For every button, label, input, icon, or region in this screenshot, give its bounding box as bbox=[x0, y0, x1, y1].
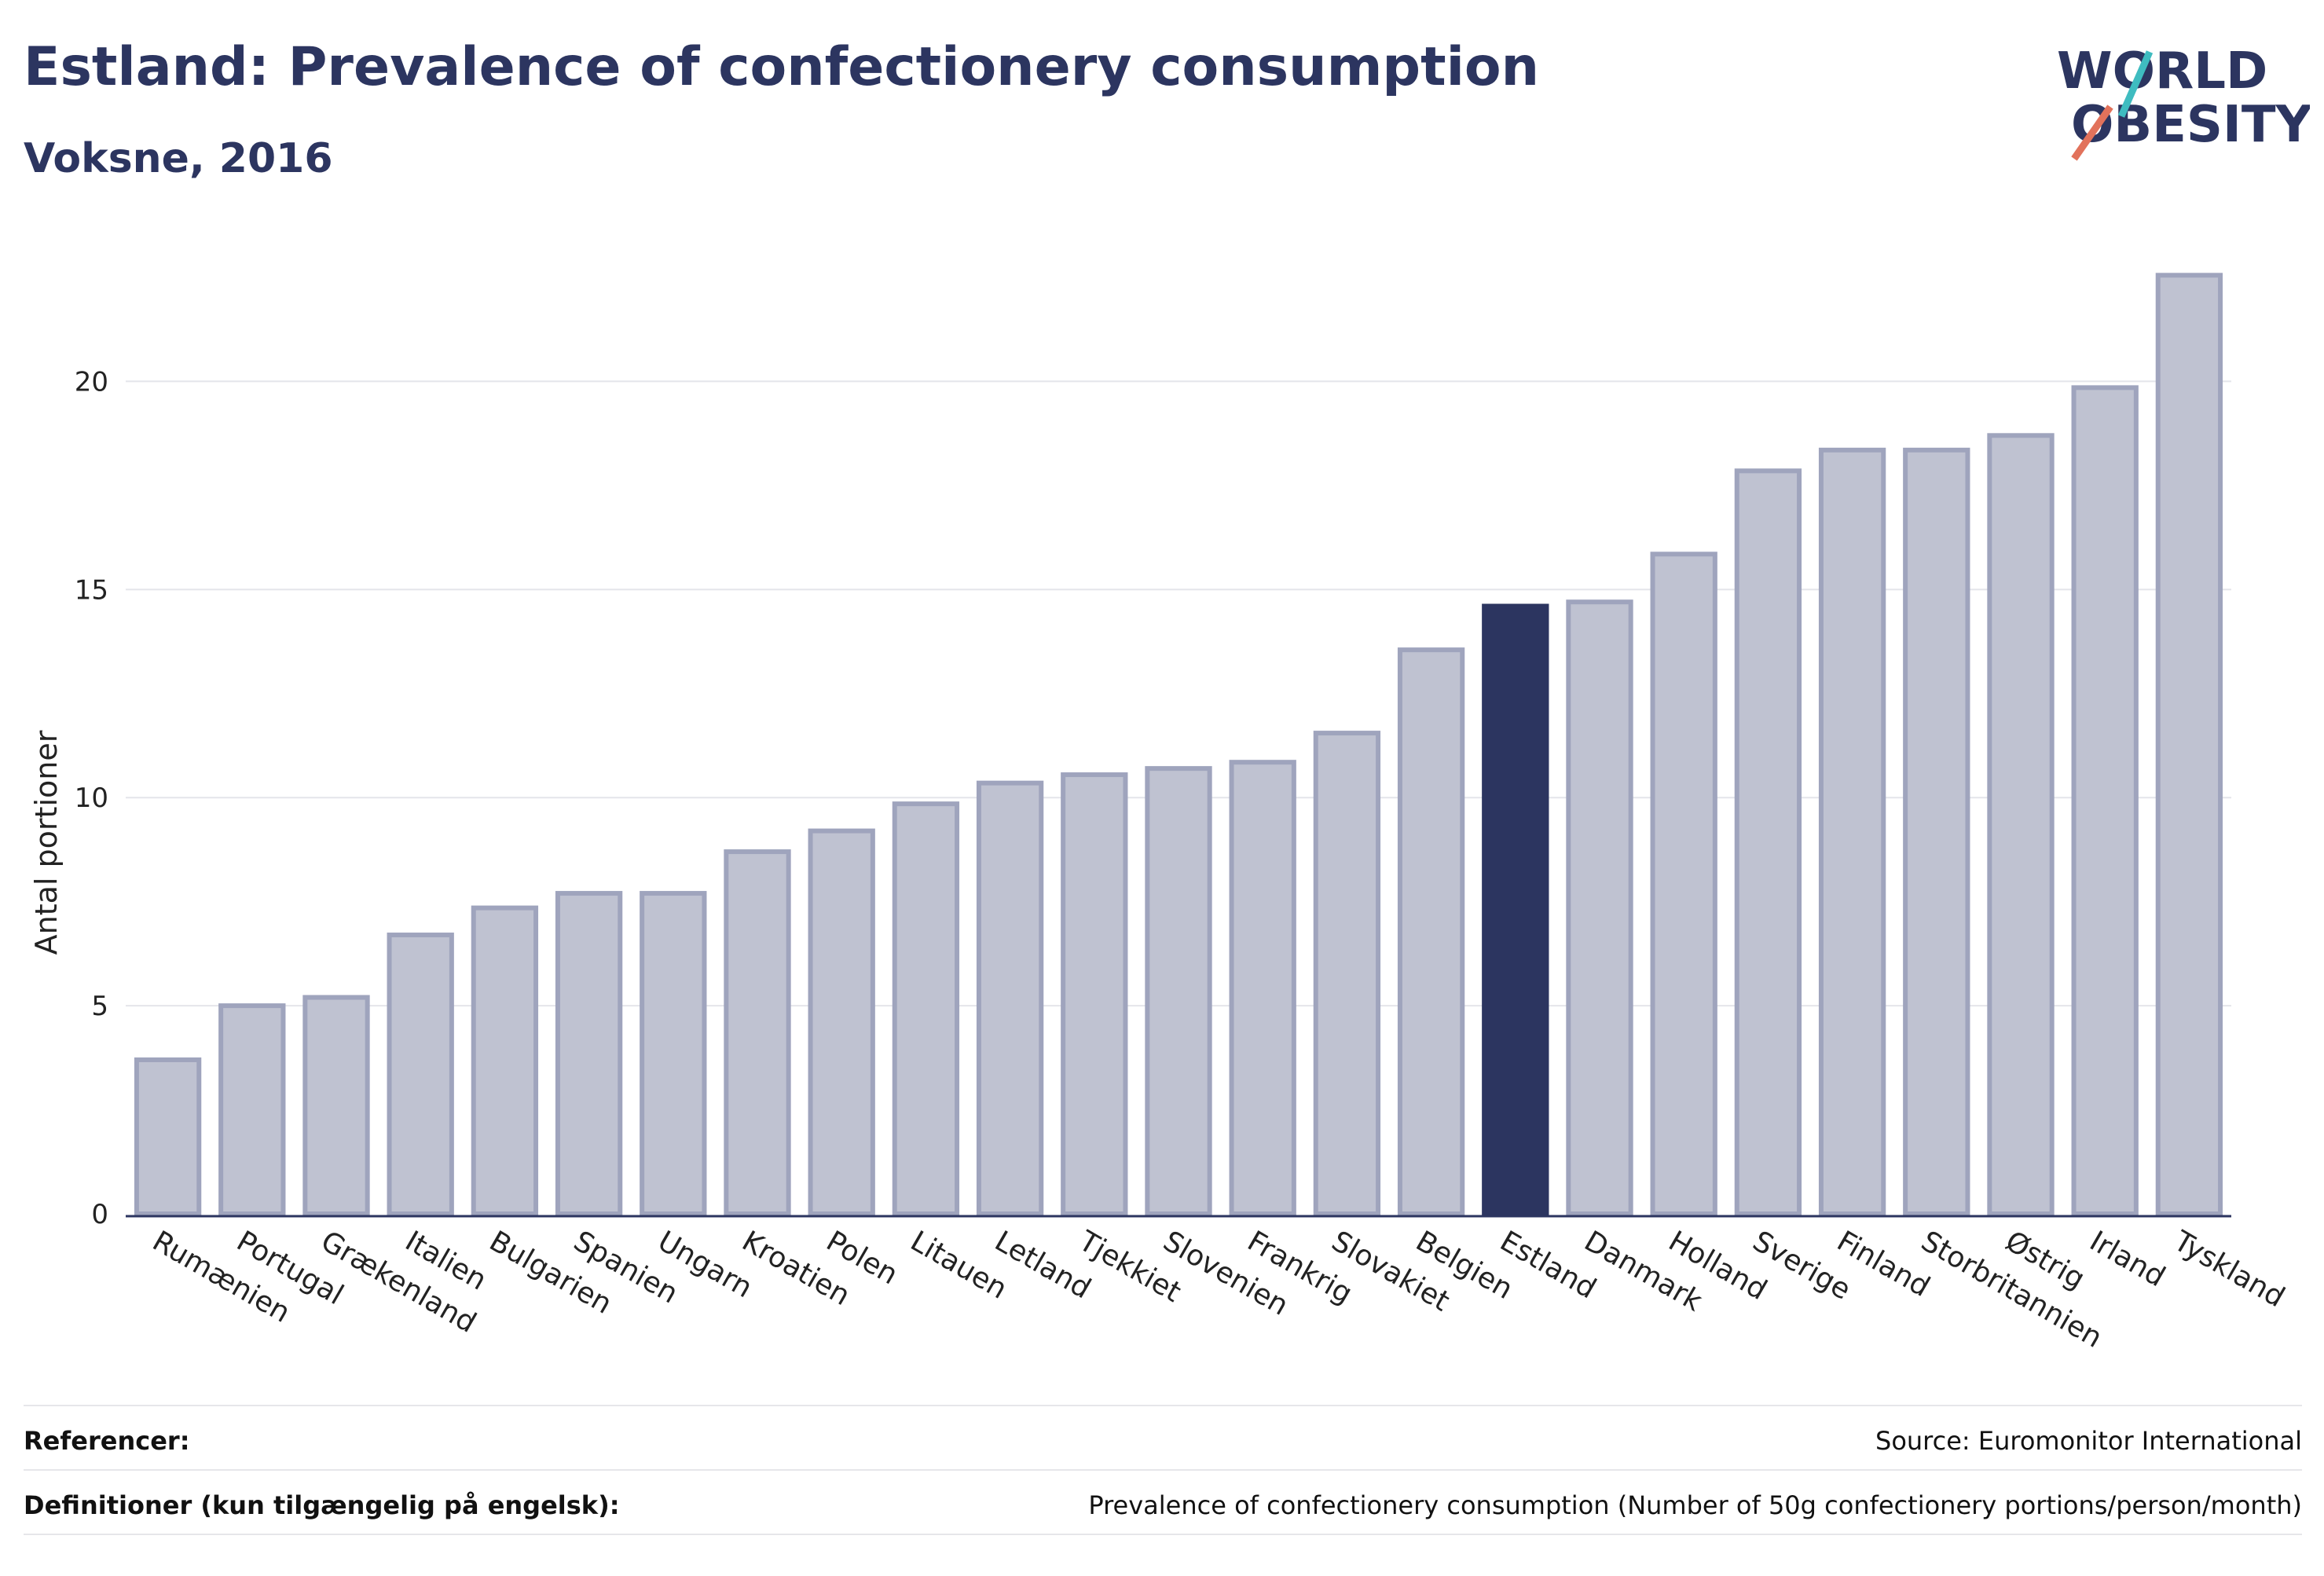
bar-slovenien bbox=[1145, 766, 1212, 1216]
x-tick-label: Litauen bbox=[905, 1225, 1013, 1306]
footer-references-row: Referencer: Source: Euromonitor Internat… bbox=[24, 1420, 2302, 1461]
bar-kroatien bbox=[724, 849, 791, 1216]
x-tick-label: Letland bbox=[989, 1225, 1096, 1305]
y-axis-label: Antal portioner bbox=[29, 730, 64, 955]
x-axis-labels: RumænienPortugalGrækenlandItalienBulgari… bbox=[147, 1225, 2290, 1354]
bar-estland bbox=[1482, 603, 1549, 1216]
y-axis-ticks: 0 5 10 15 20 bbox=[75, 366, 108, 1230]
bar-storbritannien bbox=[1903, 447, 1970, 1216]
bar-italien bbox=[387, 933, 454, 1217]
chart-subtitle: Voksne, 2016 bbox=[24, 135, 333, 182]
bar-finland bbox=[1818, 447, 1886, 1216]
footer-divider bbox=[24, 1469, 2302, 1471]
references-value: Source: Euromonitor International bbox=[1875, 1426, 2302, 1456]
bar-slovakiet bbox=[1313, 731, 1381, 1216]
chart-title: Estland: Prevalence of confectionery con… bbox=[24, 36, 1540, 98]
definitions-label: Definitioner (kun tilgængelig på engelsk… bbox=[24, 1490, 620, 1520]
footer-divider bbox=[24, 1534, 2302, 1535]
logo-slash-coral-icon bbox=[2071, 104, 2113, 161]
bar-belgien bbox=[1397, 647, 1465, 1216]
bar-chart: 0 5 10 15 20 RumænienPortugalGrækenlandItali… bbox=[29, 273, 2290, 1354]
x-tick-label: Estland bbox=[1494, 1225, 1601, 1305]
logo-slash-teal-icon bbox=[2117, 50, 2154, 118]
y-tick-label: 10 bbox=[75, 783, 108, 814]
bar-grækenland bbox=[302, 995, 370, 1216]
bars bbox=[134, 273, 2223, 1217]
world-obesity-logo: WORLD OBESITY bbox=[2043, 24, 2312, 173]
bar-rumænien bbox=[134, 1057, 202, 1217]
y-tick-label: 0 bbox=[91, 1199, 108, 1230]
bar-østrig bbox=[1987, 433, 2055, 1216]
footer-divider bbox=[24, 1405, 2302, 1406]
x-tick-label: Tyskland bbox=[2168, 1225, 2290, 1314]
bar-letland bbox=[976, 780, 1044, 1216]
x-tick-label: Irland bbox=[2084, 1225, 2171, 1293]
bar-ungarn bbox=[640, 891, 707, 1216]
bar-sverige bbox=[1734, 468, 1802, 1216]
bar-tyskland bbox=[2155, 273, 2223, 1216]
bar-litauen bbox=[892, 801, 960, 1216]
bar-irland bbox=[2071, 385, 2139, 1217]
logo-line1: WORLD bbox=[2057, 42, 2267, 101]
references-label: Referencer: bbox=[24, 1426, 190, 1456]
bar-holland bbox=[1650, 552, 1717, 1216]
bar-frankrig bbox=[1229, 760, 1296, 1216]
definitions-value: Prevalence of confectionery consumption … bbox=[1088, 1490, 2302, 1520]
y-tick-label: 5 bbox=[91, 991, 108, 1022]
bar-spanien bbox=[555, 891, 623, 1216]
y-tick-label: 20 bbox=[75, 366, 108, 398]
logo-line2: OBESITY bbox=[2071, 96, 2310, 154]
y-tick-label: 15 bbox=[75, 574, 108, 606]
bar-danmark bbox=[1566, 599, 1633, 1216]
bar-tjekkiet bbox=[1061, 772, 1128, 1216]
bar-portugal bbox=[218, 1003, 286, 1216]
footer-definitions-row: Definitioner (kun tilgængelig på engelsk… bbox=[24, 1485, 2302, 1526]
bar-bulgarien bbox=[471, 905, 539, 1216]
bar-polen bbox=[808, 828, 875, 1216]
